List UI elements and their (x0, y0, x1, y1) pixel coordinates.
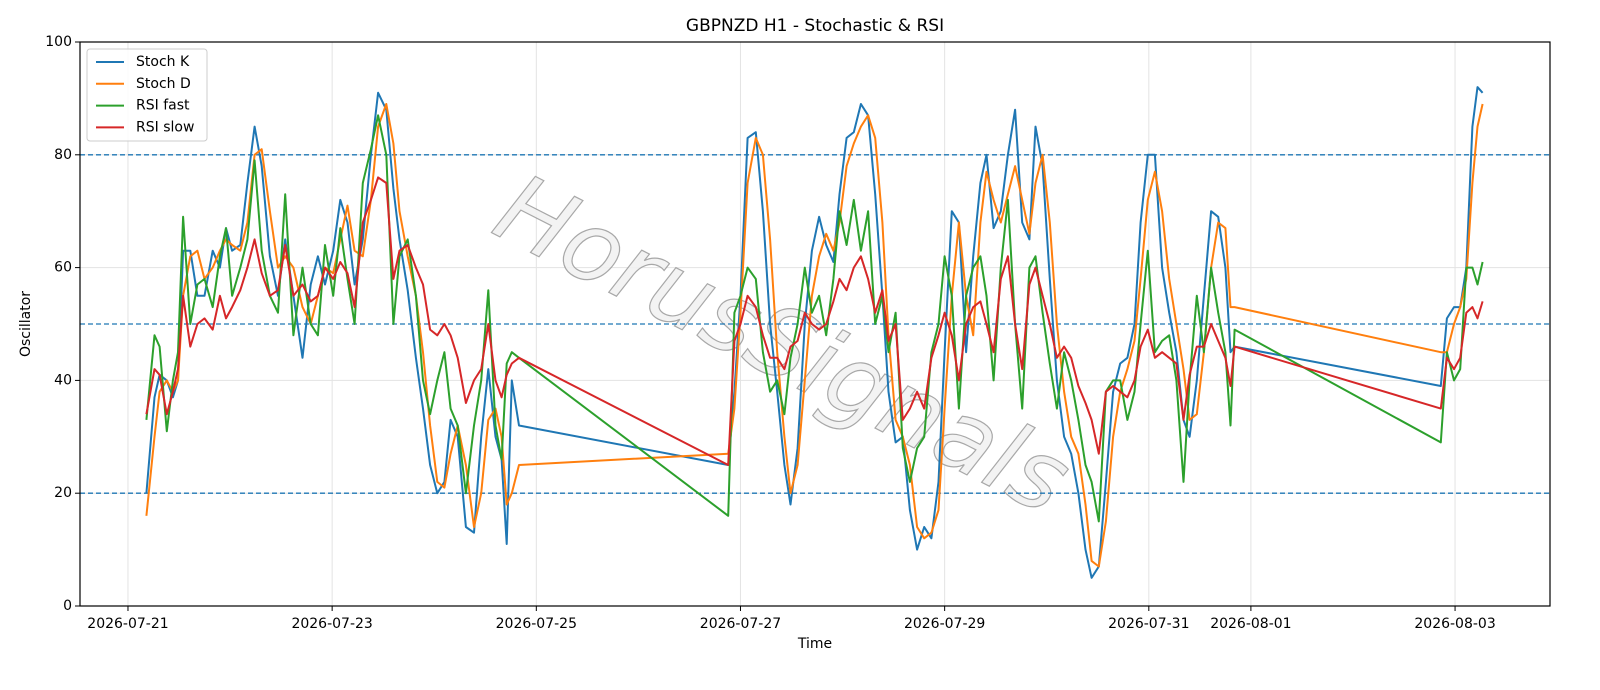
series-line (145, 114, 1484, 523)
legend-box (86, 48, 208, 142)
y-tick-label: 40 (54, 372, 72, 388)
x-tick-label: 2026-07-27 (700, 616, 781, 632)
legend-label: Stoch K (136, 54, 190, 70)
x-tick-label: 2026-07-29 (904, 616, 985, 632)
y-tick-label: 80 (54, 147, 72, 163)
legend-label: RSI fast (136, 98, 190, 114)
x-tick-label: 2026-08-01 (1210, 616, 1291, 632)
legend-label: Stoch D (136, 76, 191, 92)
y-tick-label: 20 (54, 485, 72, 501)
x-tick-label: 2026-07-23 (291, 616, 372, 632)
series-line (145, 86, 1484, 579)
series-line (145, 103, 1484, 568)
chart-title: GBPNZD H1 - Stochastic & RSI (686, 16, 944, 36)
y-axis-label: Oscillator (18, 291, 34, 357)
series-line (145, 176, 1484, 466)
y-tick-label: 100 (45, 34, 72, 50)
plot-area (80, 86, 1550, 579)
x-tick-label: 2026-07-25 (496, 616, 577, 632)
x-tick-label: 2026-07-31 (1108, 616, 1189, 632)
legend: Stoch K Stoch D RSI fast RSI slow (86, 48, 208, 142)
x-axis-label: Time (797, 636, 832, 652)
x-tick-label: 2026-08-03 (1414, 616, 1495, 632)
y-tick-label: 60 (54, 260, 72, 276)
x-tick-label: 2026-07-21 (87, 616, 168, 632)
legend-label: RSI slow (136, 119, 194, 135)
y-tick-label: 0 (63, 598, 72, 614)
axes-frame (79, 41, 1551, 607)
